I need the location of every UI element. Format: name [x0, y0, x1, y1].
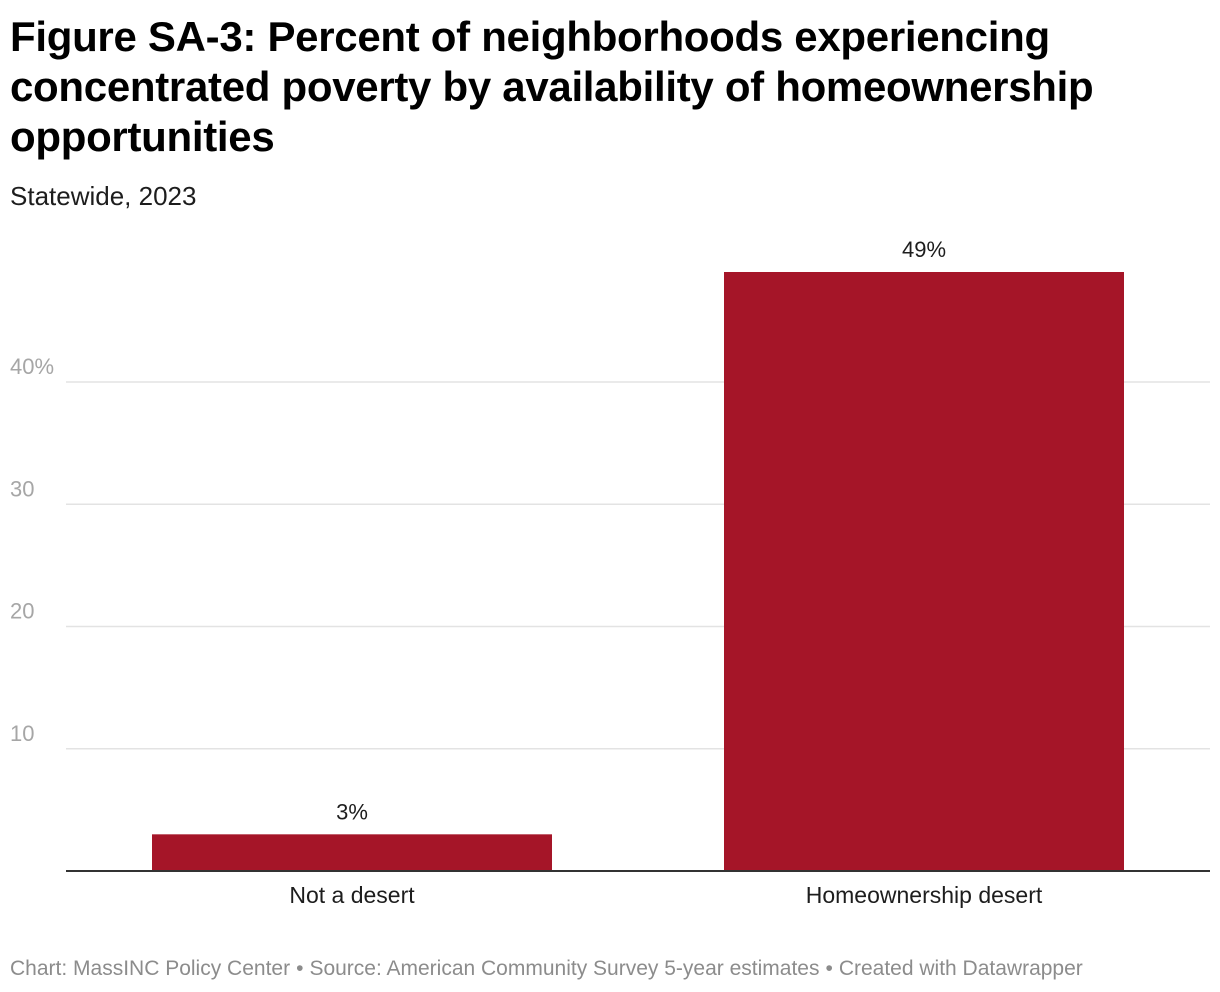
chart-title: Figure SA-3: Percent of neighborhoods ex…: [10, 13, 1094, 160]
created-with: Created with Datawrapper: [838, 957, 1083, 980]
bar-chart: 10 20 30 40% 3% Not a desert 49% Homeownership …: [10, 237, 1210, 908]
bar-2: [724, 272, 1124, 871]
x-category-label: Homeownership desert: [806, 882, 1043, 908]
x-category-label: Not a desert: [289, 882, 415, 908]
y-tick-label: 10: [10, 721, 34, 746]
y-tick-label: 20: [10, 599, 34, 624]
chart-credit: Chart: MassINC Policy Center: [10, 957, 291, 980]
footer-separator: •: [296, 957, 304, 980]
chart-source: Source: American Community Survey 5-year…: [309, 957, 820, 980]
bar-1: [152, 834, 552, 871]
data-label: 49%: [902, 237, 946, 262]
chart-footer: Chart: MassINC Policy Center • Source: Ame…: [10, 955, 1083, 983]
y-tick-label: 30: [10, 476, 34, 501]
chart-subtitle: Statewide, 2023: [10, 181, 197, 211]
footer-separator: •: [825, 957, 833, 980]
data-label: 3%: [336, 799, 368, 824]
y-tick-label: 40%: [10, 354, 54, 379]
